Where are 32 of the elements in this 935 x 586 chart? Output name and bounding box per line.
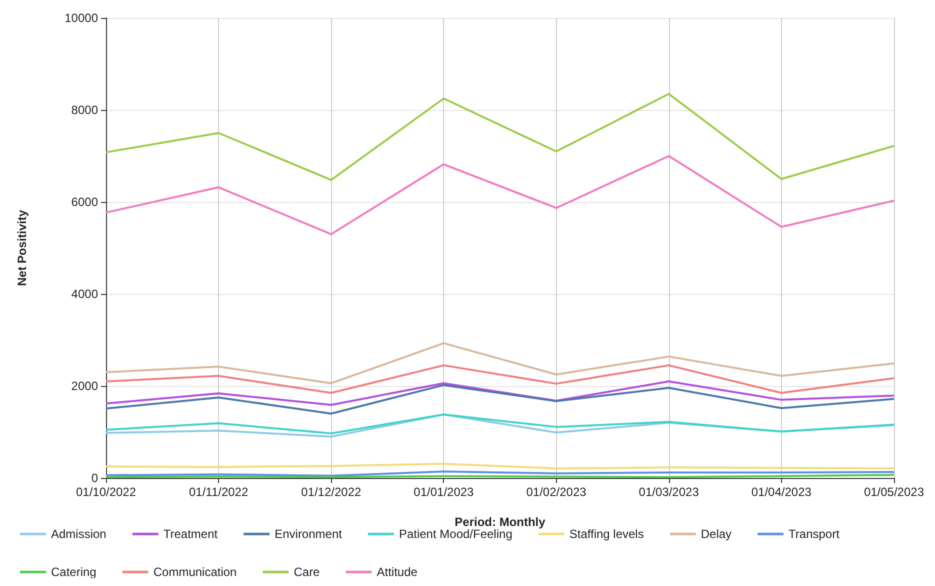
x-tick-label: 01/11/2022 <box>188 485 248 499</box>
legend-label: Admission <box>51 527 106 541</box>
legend-label: Care <box>294 565 320 579</box>
line-series <box>105 92 895 181</box>
line-series <box>105 380 895 406</box>
y-tick-label: 6000 <box>71 195 98 209</box>
y-tick-label: 8000 <box>71 103 98 117</box>
y-tick-label: 0 <box>91 471 98 485</box>
x-tick-label: 01/04/2023 <box>751 485 812 499</box>
x-tick-label: 01/01/2023 <box>414 485 474 499</box>
legend-label: Environment <box>274 527 343 541</box>
legend-label: Patient Mood/Feeling <box>398 527 512 541</box>
x-tick-label: 01/12/2022 <box>301 485 362 499</box>
line-series <box>105 342 895 384</box>
y-tick-label: 10000 <box>64 11 98 25</box>
x-tick-label: 01/03/2023 <box>638 485 700 499</box>
x-axis-title: Period: Monthly <box>454 515 546 529</box>
line-series <box>105 384 895 415</box>
line-series <box>105 155 895 236</box>
legend-label: Transport <box>788 527 840 541</box>
legend-label: Attitude <box>376 565 418 579</box>
legend-label: Delay <box>700 527 732 541</box>
y-axis-title: Net Positivity <box>15 210 29 286</box>
x-tick-label: 01/05/2023 <box>864 485 924 499</box>
legend-label: Staffing levels <box>569 527 644 541</box>
legend-label: Treatment <box>163 527 218 541</box>
legend-label: Communication <box>153 565 237 579</box>
x-tick-label: 01/02/2023 <box>526 485 587 499</box>
y-tick-label: 4000 <box>71 287 98 301</box>
x-tick-label: 01/10/2022 <box>76 485 136 499</box>
line-series <box>105 364 895 394</box>
y-tick-label: 2000 <box>71 379 98 393</box>
